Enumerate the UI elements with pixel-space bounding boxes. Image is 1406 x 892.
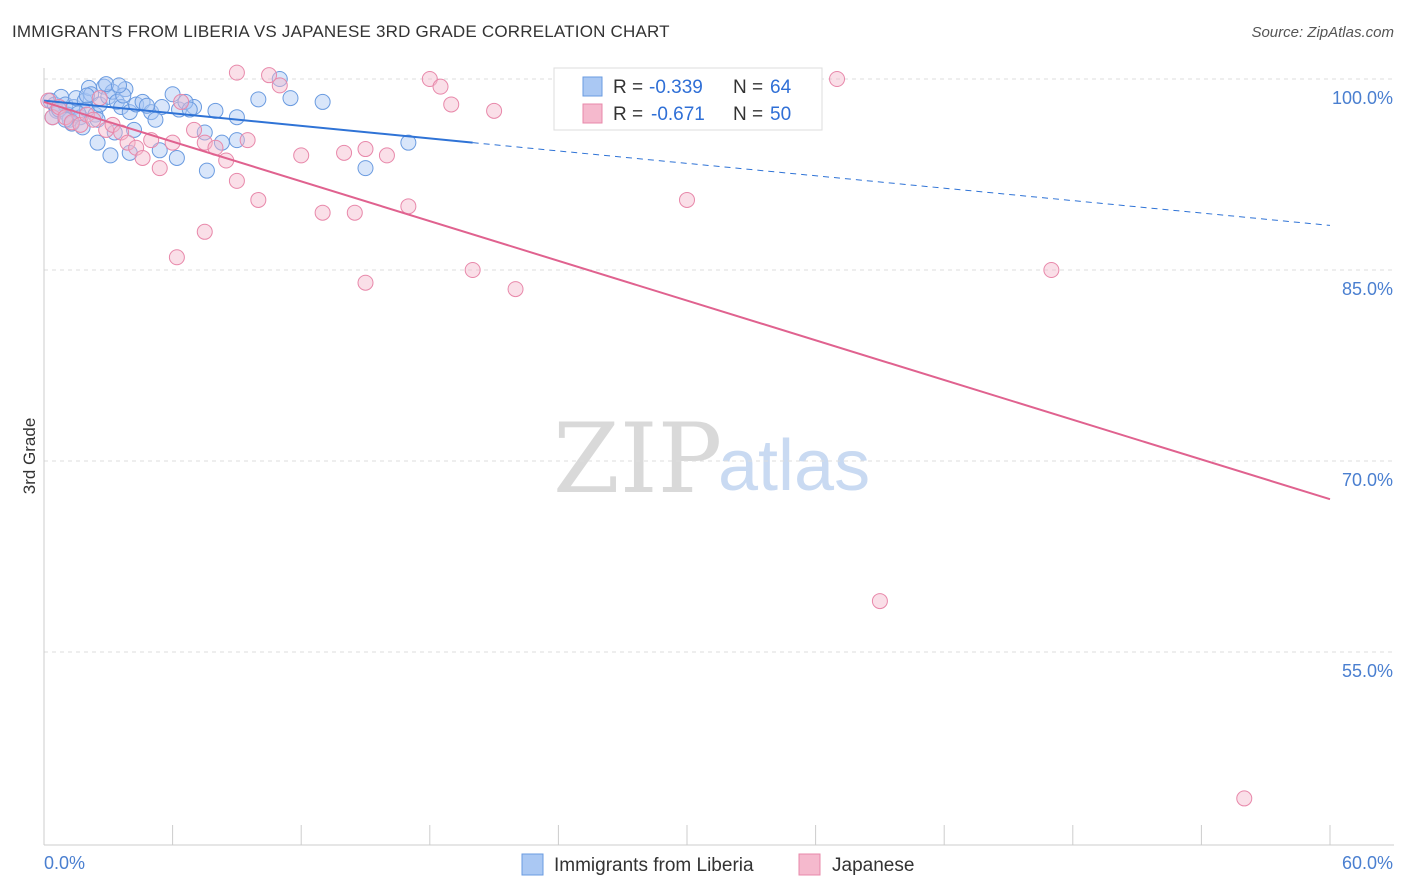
point-japanese-1 — [44, 109, 61, 126]
point-liberia-52 — [357, 160, 374, 177]
point-liberia-63 — [111, 77, 128, 94]
legend-r-value-japanese: -0.671 — [651, 104, 705, 125]
point-japanese-24 — [239, 132, 256, 149]
point-liberia-32 — [250, 91, 267, 108]
legend-r-label-liberia: R = — [613, 77, 643, 98]
point-japanese-40 — [168, 249, 185, 266]
series-japanese-points — [40, 64, 1253, 807]
point-japanese-28 — [314, 204, 331, 221]
point-liberia-44 — [89, 134, 106, 151]
point-japanese-18 — [173, 93, 190, 110]
point-japanese-19 — [186, 121, 203, 138]
point-japanese-37 — [464, 262, 481, 278]
point-japanese-44 — [357, 274, 374, 291]
legend-n-label-japanese: N = — [733, 104, 763, 125]
point-japanese-25 — [250, 191, 267, 208]
point-japanese-8 — [91, 90, 108, 107]
point-liberia-45 — [102, 147, 119, 164]
point-liberia-51 — [314, 93, 331, 110]
y-tick-label-100: 100.0% — [1332, 88, 1393, 108]
point-japanese-23 — [228, 172, 245, 189]
point-japanese-32 — [378, 147, 395, 164]
legend-n-value-liberia: 64 — [770, 77, 792, 98]
x-tick-label-min: 0.0% — [44, 853, 85, 873]
point-japanese-16 — [151, 160, 168, 177]
bottom-legend-label-japanese: Japanese — [832, 855, 914, 876]
point-liberia-19 — [108, 93, 125, 110]
point-liberia-48 — [168, 149, 185, 166]
point-liberia-53 — [400, 134, 417, 151]
point-japanese-39 — [507, 281, 524, 298]
point-japanese-14 — [134, 149, 151, 166]
trend-liberia-dashed — [472, 142, 1331, 226]
point-liberia-33 — [271, 71, 288, 87]
bottom-legend-swatch-japanese — [798, 853, 821, 876]
point-japanese-41 — [196, 223, 213, 240]
point-japanese-45 — [679, 191, 695, 208]
bottom-legend-swatch-liberia — [521, 853, 544, 876]
point-japanese-48 — [871, 593, 888, 610]
y-tick-label-85: 85.0% — [1342, 279, 1393, 299]
point-japanese-30 — [346, 204, 363, 221]
point-japanese-29 — [336, 144, 353, 161]
bottom-legend: Immigrants from Liberia Japanese — [521, 853, 914, 876]
point-japanese-26 — [271, 77, 288, 94]
x-tick-label-max: 60.0% — [1342, 853, 1393, 873]
point-liberia-58 — [78, 87, 95, 104]
trend-liberia-solid — [43, 99, 473, 144]
point-japanese-33 — [400, 198, 417, 215]
point-liberia-34 — [282, 90, 299, 107]
legend-box: R = -0.339 N = 64 R = -0.671 N = 50 — [553, 67, 823, 131]
point-japanese-27 — [293, 147, 310, 164]
point-liberia-47 — [151, 142, 168, 159]
point-japanese-43 — [261, 67, 278, 84]
legend-n-label-liberia: N = — [733, 77, 763, 98]
point-japanese-3 — [57, 109, 74, 126]
legend-r-value-liberia: -0.339 — [649, 77, 703, 98]
point-japanese-38 — [486, 102, 503, 119]
y-tick-label-55: 55.0% — [1342, 661, 1393, 681]
point-japanese-35 — [432, 78, 449, 95]
x-ticks — [43, 825, 1331, 845]
chart-title: IMMIGRANTS FROM LIBERIA VS JAPANESE 3RD … — [12, 22, 670, 41]
y-tick-labels: 100.0% 85.0% 70.0% 55.0% — [1332, 88, 1393, 681]
legend-swatch-japanese — [582, 103, 603, 124]
legend-n-value-japanese: 50 — [770, 104, 791, 125]
point-liberia-41 — [177, 93, 194, 110]
point-japanese-42 — [228, 64, 245, 81]
point-liberia-31 — [228, 109, 245, 126]
point-japanese-49 — [1236, 790, 1253, 807]
y-axis-label: 3rd Grade — [20, 418, 39, 495]
point-liberia-49 — [198, 162, 215, 179]
point-japanese-13 — [128, 139, 145, 156]
bottom-legend-label-liberia: Immigrants from Liberia — [554, 855, 754, 876]
trend-lines — [43, 99, 1331, 501]
source-credit: Source: ZipAtlas.com — [1251, 24, 1394, 41]
point-japanese-31 — [357, 141, 374, 158]
point-liberia-59 — [115, 87, 132, 104]
point-japanese-47 — [1043, 262, 1060, 278]
point-japanese-36 — [443, 96, 460, 113]
watermark-zip: ZIP — [553, 403, 722, 515]
point-japanese-46 — [829, 71, 846, 87]
watermark-atlas: atlas — [718, 426, 870, 506]
point-liberia-40 — [147, 111, 164, 128]
trend-japanese — [43, 100, 1331, 501]
y-tick-label-70: 70.0% — [1342, 470, 1393, 490]
legend-r-label-japanese: R = — [613, 104, 643, 125]
point-japanese-12 — [119, 134, 136, 151]
point-liberia-62 — [98, 76, 115, 93]
legend-swatch-liberia — [582, 76, 603, 97]
